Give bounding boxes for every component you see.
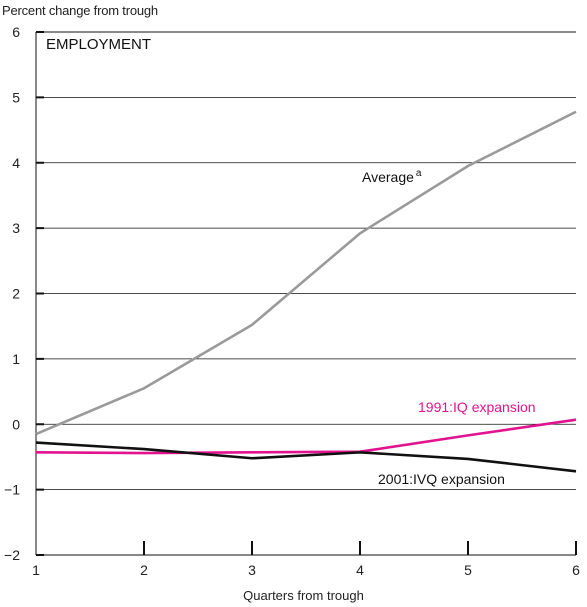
series-label: 1991:IQ expansion — [418, 399, 536, 415]
series-line — [35, 441, 577, 473]
series-label-superscript: a — [416, 168, 422, 179]
x-ticks: 1 2 3 4 5 6 — [32, 541, 580, 578]
y-tick-label: 5 — [12, 89, 20, 105]
y-axis-label: Percent change from trough — [2, 3, 158, 18]
y-tick-label: 1 — [12, 351, 20, 367]
y-tick-label: 2 — [12, 286, 20, 302]
x-tick-label: 4 — [356, 562, 364, 578]
y-tick-label: 0 — [12, 416, 20, 432]
series-lines — [35, 110, 577, 473]
x-tick-label: 5 — [464, 562, 472, 578]
x-tick-label: 1 — [32, 562, 40, 578]
y-tick-label: 4 — [12, 155, 20, 171]
y-ticks: 6 5 4 3 2 1 0 −1 −2 — [4, 24, 44, 563]
x-tick-label: 6 — [572, 562, 580, 578]
chart-title: EMPLOYMENT — [46, 36, 152, 53]
series-label: Average a — [362, 168, 422, 185]
y-tick-label: 6 — [12, 24, 20, 40]
x-axis-label: Quarters from trough — [243, 588, 364, 603]
series-line — [35, 418, 577, 455]
x-tick-label: 2 — [140, 562, 148, 578]
series-label: 2001:IVQ expansion — [378, 471, 505, 487]
y-tick-label: −2 — [4, 547, 20, 563]
y-tick-label: −1 — [4, 482, 20, 498]
y-tick-label: 3 — [12, 220, 20, 236]
gridlines — [36, 96, 576, 491]
series-line — [35, 110, 577, 436]
series-labels: Average a 1991:IQ expansion 2001:IVQ expans… — [362, 168, 536, 487]
x-tick-label: 3 — [248, 562, 256, 578]
